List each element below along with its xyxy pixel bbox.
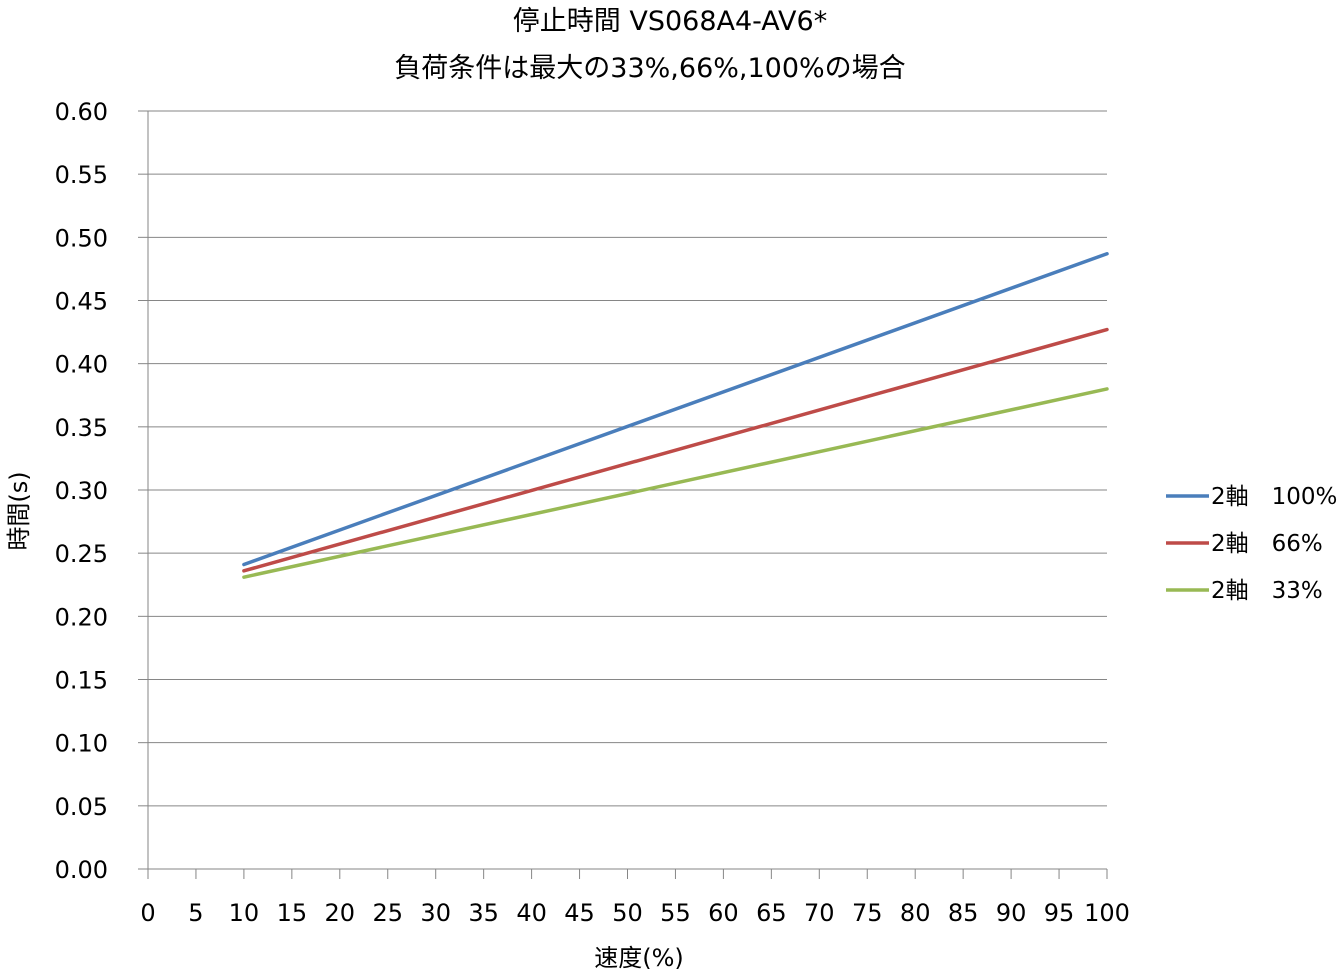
x-tick-label: 40 xyxy=(516,899,547,927)
y-tick-label: 0.15 xyxy=(55,667,108,695)
y-tick-label: 0.50 xyxy=(55,224,108,252)
axes xyxy=(138,110,1108,879)
y-tick-label: 0.05 xyxy=(55,793,108,821)
x-tick-label: 15 xyxy=(277,899,308,927)
x-tick-label: 35 xyxy=(468,899,499,927)
x-tick-label: 70 xyxy=(804,899,835,927)
series-line-1 xyxy=(242,327,1109,573)
x-tick-label: 0 xyxy=(140,899,155,927)
chart-subtitle: 負荷条件は最大の33%,66%,100%の場合 xyxy=(394,53,905,84)
x-tick-label: 60 xyxy=(708,899,739,927)
x-tick-label: 20 xyxy=(325,899,356,927)
y-tick-label: 0.10 xyxy=(55,730,108,758)
x-tick-label: 75 xyxy=(852,899,883,927)
y-tick-label: 0.35 xyxy=(55,414,108,442)
legend-label-0: 2軸 100% xyxy=(1211,484,1337,510)
x-tick-label: 100 xyxy=(1084,899,1130,927)
x-tick-label: 10 xyxy=(229,899,260,927)
x-tick-label: 95 xyxy=(1044,899,1075,927)
x-tick-label: 80 xyxy=(900,899,931,927)
legend: 2軸 100% 2軸 66% 2軸 33% xyxy=(1166,484,1337,604)
y-tick-label: 0.25 xyxy=(55,540,108,568)
x-tick-label: 25 xyxy=(372,899,403,927)
x-tick-labels: 0 5 10 15 20 25 30 35 40 45 50 55 60 65 70 75 80 85 90 95 10… xyxy=(140,899,1130,927)
series-line-2 xyxy=(242,387,1109,579)
y-axis-label: 時間(s) xyxy=(5,471,33,550)
x-tick-label: 45 xyxy=(564,899,595,927)
gridlines xyxy=(148,110,1107,807)
x-tick-label: 30 xyxy=(420,899,451,927)
x-tick-label: 90 xyxy=(996,899,1027,927)
legend-label-2: 2軸 33% xyxy=(1211,578,1323,604)
y-tick-label: 0.30 xyxy=(55,477,108,505)
y-tick-label: 0.40 xyxy=(55,351,108,379)
y-tick-label: 0.60 xyxy=(55,98,108,126)
x-axis-label: 速度(%) xyxy=(594,944,684,972)
x-tick-label: 5 xyxy=(188,899,203,927)
x-tick-label: 55 xyxy=(660,899,691,927)
y-tick-label: 0.00 xyxy=(55,856,108,884)
y-tick-label: 0.55 xyxy=(55,161,108,189)
x-tick-label: 85 xyxy=(948,899,979,927)
series-lines xyxy=(242,252,1109,579)
y-tick-labels: 0.00 0.05 0.10 0.15 0.20 0.25 0.30 0.35 0.40 0.45… xyxy=(55,98,108,884)
legend-label-1: 2軸 66% xyxy=(1211,531,1323,557)
y-tick-label: 0.45 xyxy=(55,288,108,316)
series-line-0 xyxy=(242,252,1109,567)
x-tick-label: 65 xyxy=(756,899,787,927)
x-tick-label: 50 xyxy=(612,899,643,927)
chart-title: 停止時間 VS068A4-AV6* xyxy=(513,6,827,37)
y-tick-label: 0.20 xyxy=(55,603,108,631)
